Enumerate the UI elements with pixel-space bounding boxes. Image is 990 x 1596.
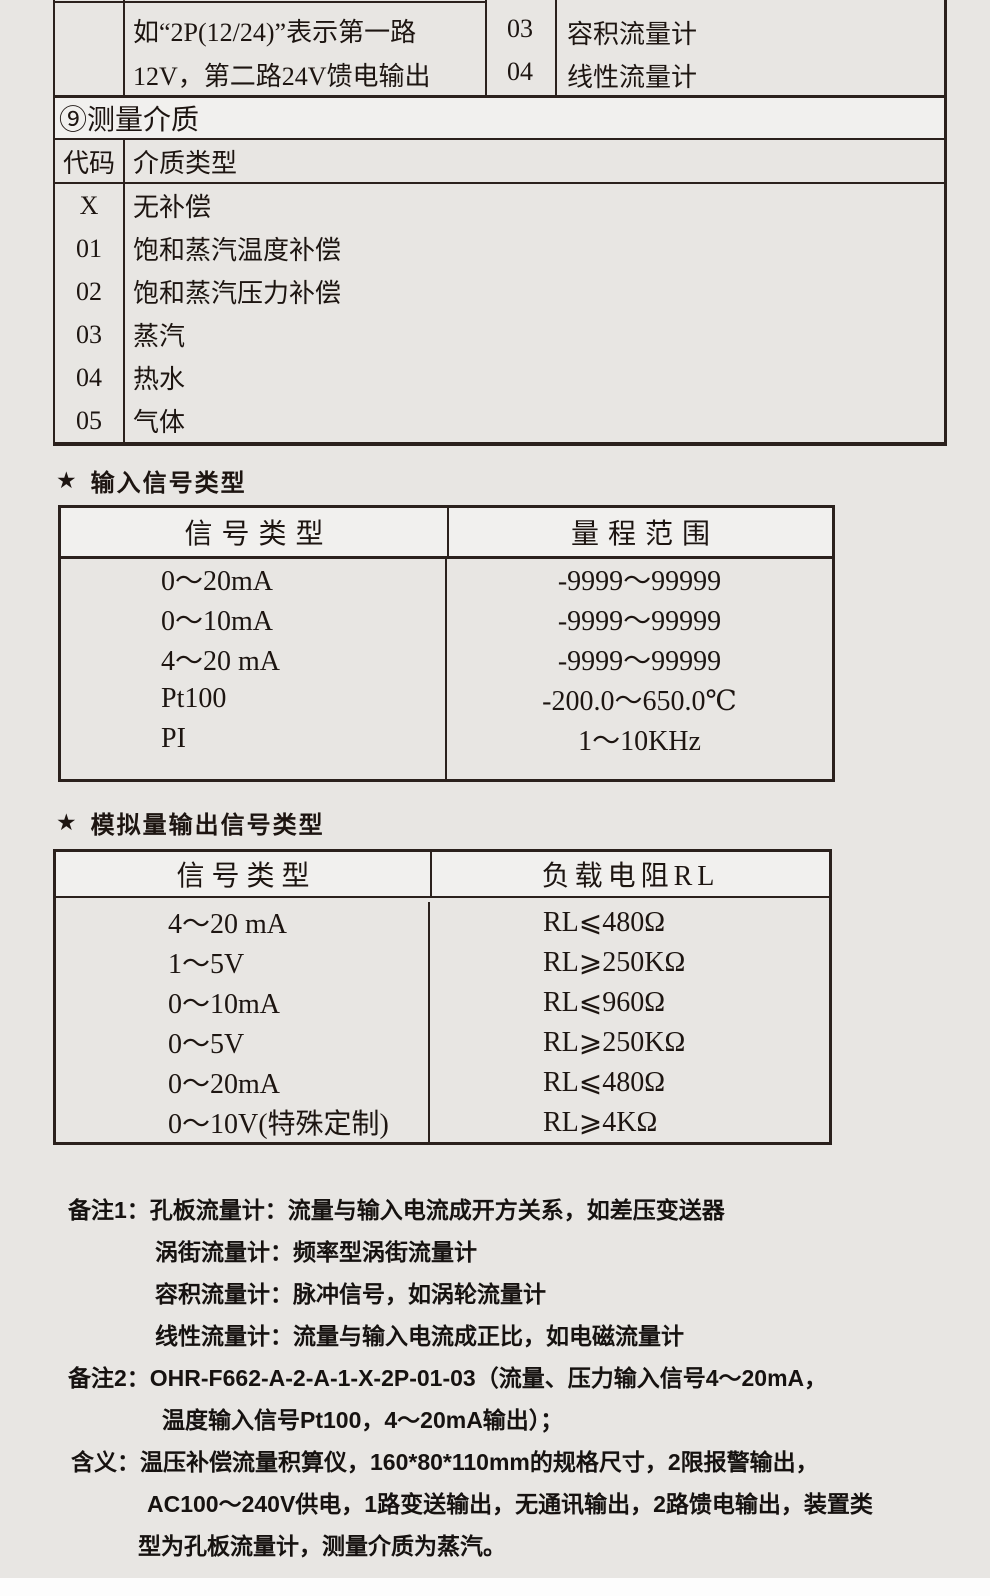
signal-type-cell: 4～20 mA	[56, 902, 430, 942]
signal-type-cell: PI	[61, 719, 447, 759]
input-signal-heading: ★ 输入信号类型	[56, 463, 247, 498]
range-cell: -9999～99999	[557, 606, 722, 637]
note-line: AC100～240V供电，1路变送输出，无通讯输出，2路馈电输出，装置类	[147, 1491, 873, 1517]
column-header-code: 代码	[55, 140, 125, 182]
table-row: 0～10mA -9999～99999	[61, 599, 832, 639]
label-cell: 无补偿	[133, 193, 212, 222]
code-cell: 03	[507, 14, 533, 43]
table-row: 0～5V RL⩾250KΩ	[56, 1022, 829, 1062]
input-signal-heading-label: 输入信号类型	[90, 470, 247, 497]
note-line: 容积流量计：脉冲信号，如涡轮流量计	[155, 1281, 546, 1307]
column-header-range: 量程范围	[570, 519, 719, 550]
table-row: 01 饱和蒸汽温度补偿	[55, 227, 944, 270]
measurement-medium-table: ⑨测量介质 代码 介质类型 X 无补偿 01 饱和蒸汽温度补偿 02 饱和蒸汽压…	[53, 95, 947, 446]
label-cell: 饱和蒸汽温度补偿	[133, 236, 342, 265]
table-row: 02 饱和蒸汽压力补偿	[55, 270, 944, 313]
code-cell: 03	[55, 313, 125, 356]
column-header-medium-type: 介质类型	[133, 148, 238, 178]
table-row: 05 气体	[55, 399, 944, 442]
section-title-measurement-medium: ⑨测量介质	[55, 98, 944, 140]
table-border-line	[485, 0, 487, 95]
range-cell: -200.0～650.0℃	[542, 686, 737, 717]
load-cell: RL⩾4KΩ	[543, 1107, 658, 1138]
star-icon: ★	[56, 809, 77, 835]
table-border-line	[123, 0, 125, 95]
code-cell: 04	[507, 57, 533, 86]
signal-type-cell	[61, 759, 447, 779]
label-cell: 气体	[133, 408, 186, 437]
signal-type-cell: 0～10mA	[61, 599, 447, 639]
table-border-line	[53, 1, 487, 3]
column-header-signal-type: 信号类型	[61, 508, 449, 556]
label-cell: 线性流量计	[567, 63, 698, 92]
table-row: X 无补偿	[55, 184, 944, 227]
signal-type-cell: 0～20mA	[56, 1062, 430, 1102]
note-line: 备注2：OHR-F662-A-2-A-1-X-2P-01-03（流量、压力输入信…	[68, 1365, 828, 1391]
range-cell	[447, 759, 832, 779]
signal-type-cell: 0～20mA	[61, 559, 447, 599]
feed-output-note-line1: 如“2P(12/24)”表示第一路	[133, 18, 417, 47]
table-row: 0～10V(特殊定制) RL⩾4KΩ	[56, 1102, 829, 1142]
label-cell: 热水	[133, 365, 186, 394]
note-line: 型为孔板流量计，测量介质为蒸汽。	[138, 1533, 506, 1559]
notes-block: 备注1：孔板流量计：流量与输入电流成开方关系，如差压变送器 涡街流量计：频率型涡…	[0, 1189, 990, 1567]
load-cell: RL⩾250KΩ	[543, 947, 686, 978]
table-header-row: 信号类型 负载电阻RL	[56, 852, 829, 898]
table-row: PI 1～10KHz	[61, 719, 832, 759]
star-icon: ★	[56, 467, 77, 493]
page-bottom-white-band	[0, 1578, 990, 1596]
table-row: 0～20mA -9999～99999	[61, 559, 832, 599]
table-border-line	[555, 0, 557, 95]
table-header-row: 信号类型 量程范围	[61, 508, 832, 559]
signal-type-cell: 4～20 mA	[61, 639, 447, 679]
signal-type-cell: Pt100	[61, 679, 447, 719]
range-cell: -9999～99999	[557, 566, 722, 597]
code-cell: 01	[55, 227, 125, 270]
table-row: 04 热水	[55, 356, 944, 399]
analog-output-heading-label: 模拟量输出信号类型	[90, 812, 325, 839]
note-line: 含义：温压补偿流量积算仪，160*80*110mm的规格尺寸，2限报警输出，	[71, 1449, 819, 1475]
table-row: 1～5V RL⩾250KΩ	[56, 942, 829, 982]
table-row: 4～20 mA -9999～99999	[61, 639, 832, 679]
feed-output-note-line2: 12V，第二路24V馈电输出	[133, 62, 431, 91]
analog-output-table: 信号类型 负载电阻RL 4～20 mA RL⩽480Ω 1～5V RL⩾250K…	[53, 849, 832, 1145]
code-cell: 05	[55, 399, 125, 442]
input-signal-table: 信号类型 量程范围 0～20mA -9999～99999 0～10mA -999…	[58, 505, 835, 782]
load-cell: RL⩾250KΩ	[543, 1027, 686, 1058]
table-body: 4～20 mA RL⩽480Ω 1～5V RL⩾250KΩ 0～10mA RL⩽…	[56, 898, 829, 1142]
table-row: 03 蒸汽	[55, 313, 944, 356]
table-border-line	[944, 0, 947, 95]
table-row: 4～20 mA RL⩽480Ω	[56, 902, 829, 942]
table-border-line	[53, 0, 55, 95]
table-header-row: 代码 介质类型	[55, 140, 944, 184]
label-cell: 饱和蒸汽压力补偿	[133, 279, 342, 308]
note-line: 温度输入信号Pt100，4～20mA输出）；	[162, 1407, 564, 1433]
table-row: 0～10mA RL⩽960Ω	[56, 982, 829, 1022]
code-cell: 02	[55, 270, 125, 313]
range-cell: -9999～99999	[557, 646, 722, 677]
signal-type-cell: 0～10mA	[56, 982, 430, 1022]
code-cell: X	[55, 184, 125, 227]
range-cell: 1～10KHz	[578, 726, 701, 757]
note-line: 线性流量计：流量与输入电流成正比，如电磁流量计	[155, 1323, 684, 1349]
load-cell: RL⩽960Ω	[543, 987, 666, 1018]
label-cell: 容积流量计	[567, 20, 698, 49]
note-line: 涡街流量计：频率型涡街流量计	[155, 1239, 477, 1265]
load-cell: RL⩽480Ω	[543, 1067, 666, 1098]
column-header-signal-type: 信号类型	[56, 852, 432, 896]
table-spacer-row	[61, 759, 832, 779]
signal-type-cell: 1～5V	[56, 942, 430, 982]
label-cell: 蒸汽	[133, 322, 186, 351]
signal-type-cell: 0～5V	[56, 1022, 430, 1062]
note-line: 备注1：孔板流量计：流量与输入电流成开方关系，如差压变送器	[68, 1197, 725, 1223]
code-cell: 04	[55, 356, 125, 399]
signal-type-cell: 0～10V(特殊定制)	[56, 1102, 430, 1142]
table-row: Pt100 -200.0～650.0℃	[61, 679, 832, 719]
table-row: 0～20mA RL⩽480Ω	[56, 1062, 829, 1102]
load-cell: RL⩽480Ω	[543, 907, 666, 938]
column-header-load-resistance: 负载电阻RL	[541, 861, 720, 892]
analog-output-heading: ★ 模拟量输出信号类型	[56, 805, 325, 840]
